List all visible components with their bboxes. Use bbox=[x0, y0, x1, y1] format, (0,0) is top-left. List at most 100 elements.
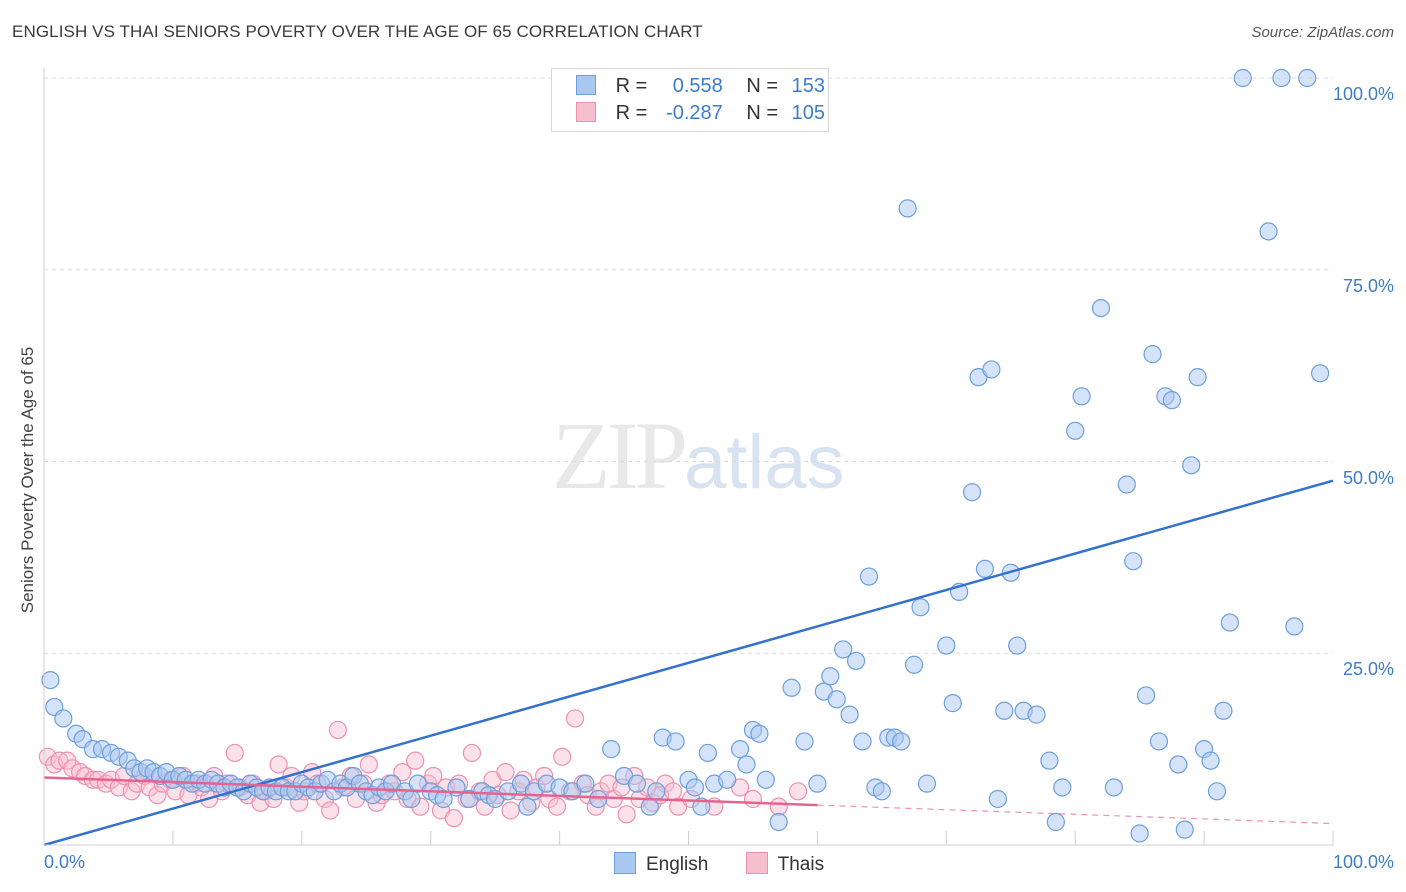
thai-swatch bbox=[576, 102, 596, 122]
trend-lines bbox=[43, 479, 1334, 847]
english-point bbox=[1117, 475, 1136, 494]
english-point bbox=[917, 774, 937, 793]
thai-trend-line bbox=[43, 776, 818, 807]
english-point bbox=[769, 812, 788, 832]
y-tick-label: 75.0% bbox=[1342, 275, 1394, 296]
english-r-value: 0.558 bbox=[672, 75, 723, 97]
english-point bbox=[1040, 751, 1059, 770]
thai-legend-swatch bbox=[745, 852, 768, 874]
english-point bbox=[943, 694, 962, 713]
english-point bbox=[904, 655, 924, 674]
english-point bbox=[1046, 812, 1065, 832]
english-point bbox=[1124, 552, 1143, 571]
english-point bbox=[892, 732, 911, 751]
english-point bbox=[995, 701, 1014, 720]
english-point bbox=[756, 770, 775, 789]
thai-point bbox=[617, 805, 636, 824]
english-point bbox=[1008, 636, 1027, 655]
english-point bbox=[1220, 613, 1239, 632]
english-point bbox=[1259, 222, 1278, 241]
english-point bbox=[666, 732, 685, 751]
english-point bbox=[1066, 421, 1085, 440]
english-n-value: 153 bbox=[791, 75, 825, 97]
watermark-zip: ZIP bbox=[552, 402, 688, 509]
watermark: ZIPatlas bbox=[552, 400, 845, 511]
english-point bbox=[576, 774, 595, 793]
english-point bbox=[872, 782, 891, 801]
english-point bbox=[402, 789, 421, 809]
english-point bbox=[795, 732, 814, 751]
y-tick-label: 25.0% bbox=[1342, 659, 1394, 680]
gridlines bbox=[43, 77, 1334, 845]
axes bbox=[43, 68, 1333, 846]
english-legend-label: English bbox=[646, 854, 709, 875]
thai-point bbox=[444, 809, 464, 828]
legend-item-thai[interactable]: Thais bbox=[745, 852, 824, 876]
english-point bbox=[821, 667, 840, 686]
thai-point bbox=[269, 755, 288, 774]
y-axis-label-wrap: Seniors Poverty Over the Age of 65 bbox=[18, 340, 38, 640]
english-point bbox=[853, 732, 872, 751]
legend-row-thai: R = -0.287 N = 105 bbox=[576, 102, 825, 126]
thai-r-value: -0.287 bbox=[666, 102, 723, 124]
y-tick-label: 100.0% bbox=[1332, 84, 1394, 104]
legend-item-english[interactable]: English bbox=[614, 852, 708, 876]
thai-point bbox=[788, 782, 808, 801]
english-point bbox=[1285, 617, 1304, 636]
english-point bbox=[808, 774, 827, 793]
english-point bbox=[988, 789, 1007, 809]
english-point bbox=[1162, 391, 1181, 410]
english-point bbox=[627, 774, 647, 793]
english-point bbox=[911, 598, 930, 617]
english-point bbox=[840, 705, 859, 724]
english-points bbox=[41, 68, 1330, 843]
english-point bbox=[685, 778, 705, 797]
english-point bbox=[1298, 68, 1317, 88]
english-point bbox=[692, 797, 711, 816]
x-tick-min: 0.0% bbox=[44, 852, 86, 872]
english-point bbox=[898, 199, 917, 218]
english-swatch bbox=[576, 75, 596, 95]
english-point bbox=[1027, 705, 1046, 724]
english-point bbox=[1201, 751, 1220, 770]
thai-point bbox=[501, 801, 520, 820]
english-point bbox=[1169, 755, 1188, 774]
english-point bbox=[937, 636, 956, 655]
english-point bbox=[434, 789, 453, 809]
english-point bbox=[834, 640, 853, 659]
y-tick-label: 50.0% bbox=[1342, 467, 1394, 488]
thai-point bbox=[769, 797, 788, 816]
english-point bbox=[975, 559, 995, 578]
english-point bbox=[1207, 782, 1227, 801]
english-point bbox=[602, 740, 621, 759]
thai-trend-extension bbox=[817, 804, 1334, 825]
english-point bbox=[730, 740, 750, 759]
english-point bbox=[1214, 701, 1233, 720]
source-credit: Source: ZipAtlas.com bbox=[1251, 24, 1394, 41]
thai-n-label: N = bbox=[746, 102, 779, 124]
thai-point bbox=[225, 743, 244, 763]
thai-point bbox=[663, 782, 683, 801]
english-r-label: R = bbox=[615, 75, 648, 97]
english-point bbox=[1053, 778, 1072, 797]
thai-n-value: 105 bbox=[791, 102, 825, 124]
correlation-legend: R = 0.558 N = 153 R = -0.287 N = 105 bbox=[551, 68, 829, 132]
thai-r-label: R = bbox=[615, 102, 648, 124]
english-point bbox=[846, 651, 866, 671]
english-point bbox=[782, 678, 801, 697]
series-legend: English Thais bbox=[614, 852, 856, 876]
english-point bbox=[1072, 387, 1091, 406]
english-point bbox=[1091, 299, 1111, 318]
legend-row-english: R = 0.558 N = 153 bbox=[576, 75, 825, 99]
english-point bbox=[698, 743, 717, 763]
english-point bbox=[718, 770, 737, 789]
english-point bbox=[737, 755, 756, 774]
thai-point bbox=[553, 747, 572, 766]
english-point bbox=[827, 690, 846, 709]
x-tick-max: 100.0% bbox=[1332, 852, 1394, 872]
english-point bbox=[640, 797, 659, 816]
english-point bbox=[1136, 686, 1156, 705]
english-point bbox=[589, 789, 608, 809]
english-point bbox=[1104, 778, 1123, 797]
